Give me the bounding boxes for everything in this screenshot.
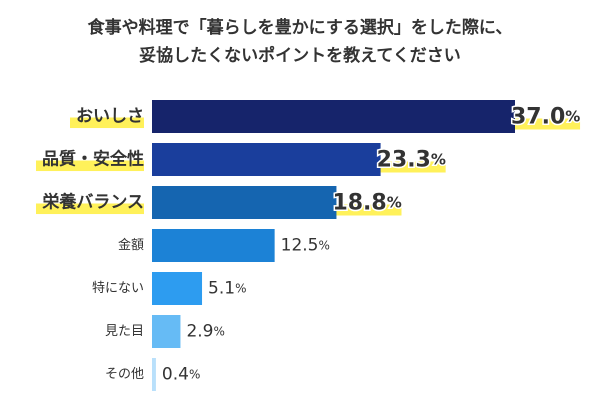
category-label: 特にない [92,281,144,296]
value-highlight [332,204,402,216]
category-label: 見た目 [105,324,144,339]
value-highlight [376,161,446,173]
chart-title-line-2: 妥協したくないポイントを教えてください [139,46,461,66]
bar [152,229,275,262]
value-number: 5.1 [208,279,235,299]
value-number: 23.3 [377,147,431,172]
bar [152,315,181,348]
value-label: 37.0% [511,104,580,129]
category-label: その他 [105,367,144,382]
category-label: 金額 [118,237,144,253]
value-unit: % [431,151,446,169]
category-highlight [36,203,144,215]
value-label: 23.3% [377,147,446,172]
value-unit: % [235,282,246,296]
value-unit: % [318,239,329,253]
value-unit: % [189,368,200,382]
value-number: 37.0 [511,104,565,129]
value-unit: % [213,325,224,339]
value-label: 5.1% [208,279,246,299]
value-number: 0.4 [162,365,189,385]
bar [152,100,515,133]
value-number: 18.8 [332,190,386,215]
value-label: 18.8% [332,190,401,215]
value-label: 0.4% [162,365,200,385]
value-label: 2.9% [186,322,224,342]
highlight-layer [36,117,581,216]
value-highlight [511,118,581,130]
value-label: 12.5% [281,236,330,256]
chart-title: 食事や料理で「暮らしを豊かにする選択」をした際に、 妥協したくないポイントを教え… [0,14,600,70]
bar [152,272,203,305]
value-labels-layer: 37.0%23.3%18.8%12.5%5.1%2.9%0.4% [162,103,582,385]
value-number: 12.5 [281,236,319,256]
value-unit: % [387,194,402,212]
category-label: おいしさ [76,107,144,127]
bars-layer [152,100,515,391]
bar [152,143,381,176]
bar [152,186,337,219]
category-label: 栄養バランス [41,192,144,213]
category-label: 品質・安全性 [42,149,144,170]
value-unit: % [565,108,580,126]
bar [152,358,156,391]
value-number: 2.9 [186,322,213,342]
chart-title-line-1: 食事や料理で「暮らしを豊かにする選択」をした際に、 [87,18,513,38]
category-highlight [70,117,144,129]
category-highlight [36,160,144,172]
